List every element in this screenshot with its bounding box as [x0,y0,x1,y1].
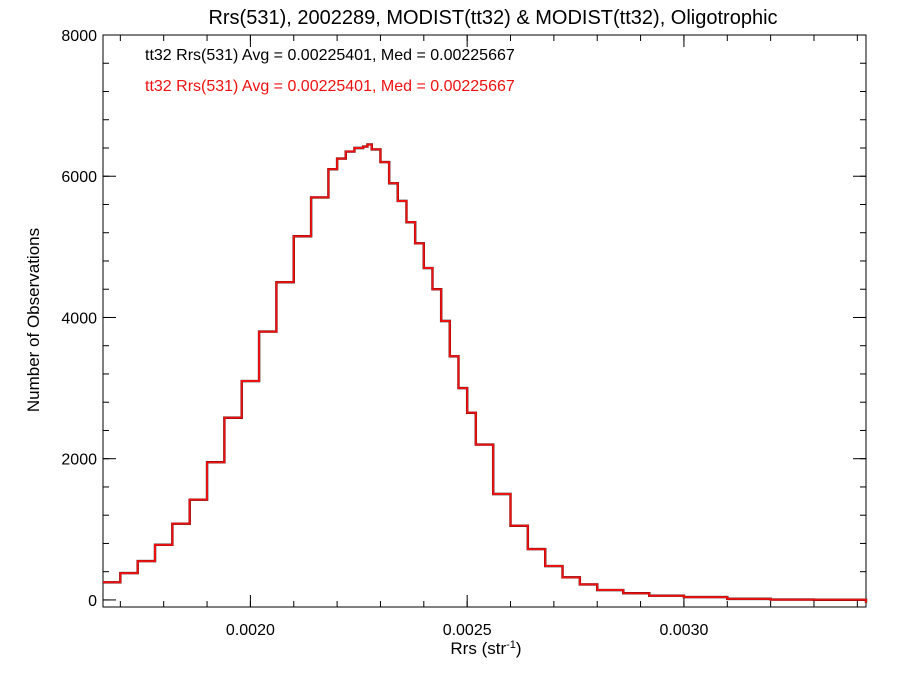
y-tick-label: 6000 [61,169,97,186]
x-tick-label: 0.0020 [226,622,275,639]
x-axis-ticks: 0.0020 0.0025 0.0030 [119,35,858,639]
series-line-1 [103,143,867,603]
y-tick-label: 8000 [61,28,97,45]
x-axis-title-end: ) [516,639,522,658]
plot-frame [102,34,867,608]
x-tick-label: 0.0025 [443,622,492,639]
annotation-black: tt32 Rrs(531) Avg = 0.00225401, Med = 0.… [145,47,515,64]
y-tick-label: 2000 [61,452,97,469]
y-axis-title: Number of Observations [24,228,43,412]
series-group [103,143,868,603]
y-tick-label: 0 [88,593,97,610]
x-axis-title: Rrs (str-1) [450,639,521,658]
annotation-red: tt32 Rrs(531) Avg = 0.00225401, Med = 0.… [145,78,515,95]
x-axis-title-base: Rrs (str [450,639,506,658]
chart-title: Rrs(531), 2002289, MODIST(tt32) & MODIST… [208,7,777,29]
series-line-0 [103,143,868,603]
x-axis-title-sup: -1 [506,639,516,651]
y-tick-label: 4000 [61,310,97,327]
plot-area: 0.0020 0.0025 0.0030 0 2000 4000 6000 8000 [61,28,868,639]
x-tick-label: 0.0030 [659,622,708,639]
y-axis-ticks: 0 2000 4000 6000 8000 [61,28,866,610]
